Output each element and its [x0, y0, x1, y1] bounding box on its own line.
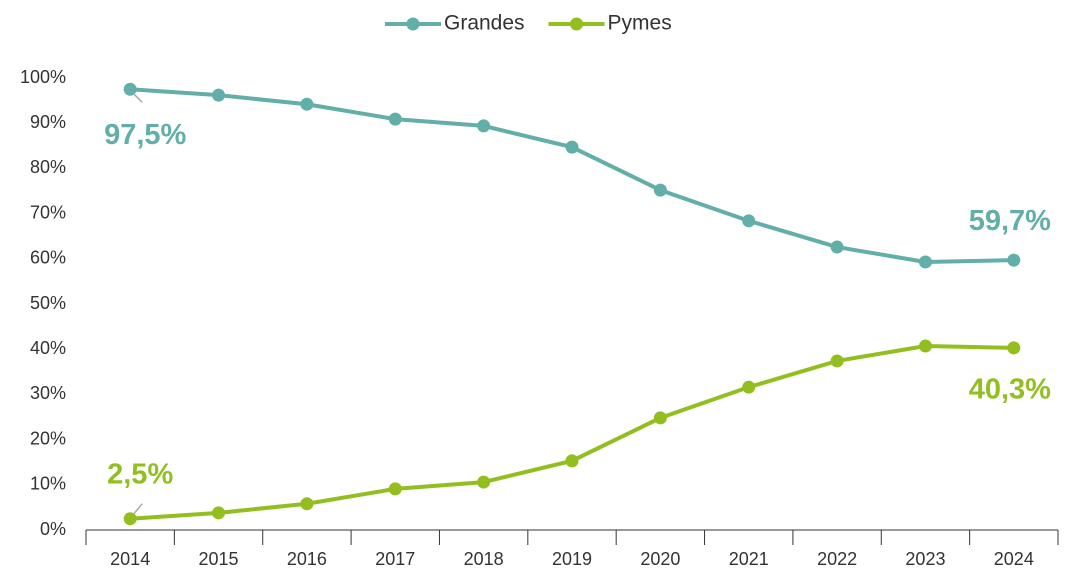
y-tick-label: 60% — [30, 248, 66, 268]
x-tick-label: 2024 — [994, 549, 1034, 569]
x-tick-label: 2022 — [817, 549, 857, 569]
point — [212, 506, 226, 520]
point — [300, 97, 314, 111]
point — [565, 140, 579, 154]
y-tick-label: 80% — [30, 157, 66, 177]
point — [918, 255, 932, 269]
x-tick-label: 2014 — [110, 549, 150, 569]
data-label: 2,5% — [107, 458, 173, 490]
y-tick-label: 90% — [30, 112, 66, 132]
y-tick-label: 30% — [30, 383, 66, 403]
y-tick-label: 70% — [30, 202, 66, 222]
legend-marker — [406, 17, 420, 31]
point — [830, 354, 844, 368]
point — [388, 482, 402, 496]
point — [565, 454, 579, 468]
series-line — [130, 344, 1014, 521]
point — [830, 240, 844, 254]
x-tick-label: 2016 — [287, 549, 327, 569]
x-tick-label: 2017 — [375, 549, 415, 569]
point — [300, 497, 314, 511]
point — [742, 380, 756, 394]
y-tick-label: 100% — [20, 67, 66, 87]
point — [1007, 341, 1021, 355]
legend-label: Grandes — [444, 12, 525, 35]
point — [653, 183, 667, 197]
y-tick-label: 0% — [40, 519, 66, 539]
point — [742, 214, 756, 228]
x-tick-label: 2015 — [199, 549, 239, 569]
point — [123, 82, 137, 96]
point — [212, 88, 226, 102]
point — [477, 475, 491, 489]
x-tick-label: 2019 — [552, 549, 592, 569]
x-tick-label: 2020 — [640, 549, 680, 569]
point — [1007, 253, 1021, 267]
legend-label: Pymes — [608, 12, 672, 35]
leader-line — [132, 92, 143, 103]
x-tick-label: 2018 — [464, 549, 504, 569]
y-tick-label: 10% — [30, 474, 66, 494]
leader-line — [132, 503, 143, 516]
point — [653, 411, 667, 425]
y-tick-label: 50% — [30, 293, 66, 313]
point — [477, 119, 491, 133]
legend-marker — [570, 17, 584, 31]
point — [123, 512, 137, 526]
y-tick-label: 40% — [30, 338, 66, 358]
data-label: 59,7% — [969, 205, 1051, 237]
data-label: 97,5% — [104, 119, 186, 151]
x-tick-label: 2021 — [729, 549, 769, 569]
point — [918, 339, 932, 353]
y-tick-label: 20% — [30, 428, 66, 448]
x-tick-label: 2023 — [905, 549, 945, 569]
point — [388, 112, 402, 126]
series-line — [130, 87, 1014, 264]
data-label: 40,3% — [969, 374, 1051, 406]
